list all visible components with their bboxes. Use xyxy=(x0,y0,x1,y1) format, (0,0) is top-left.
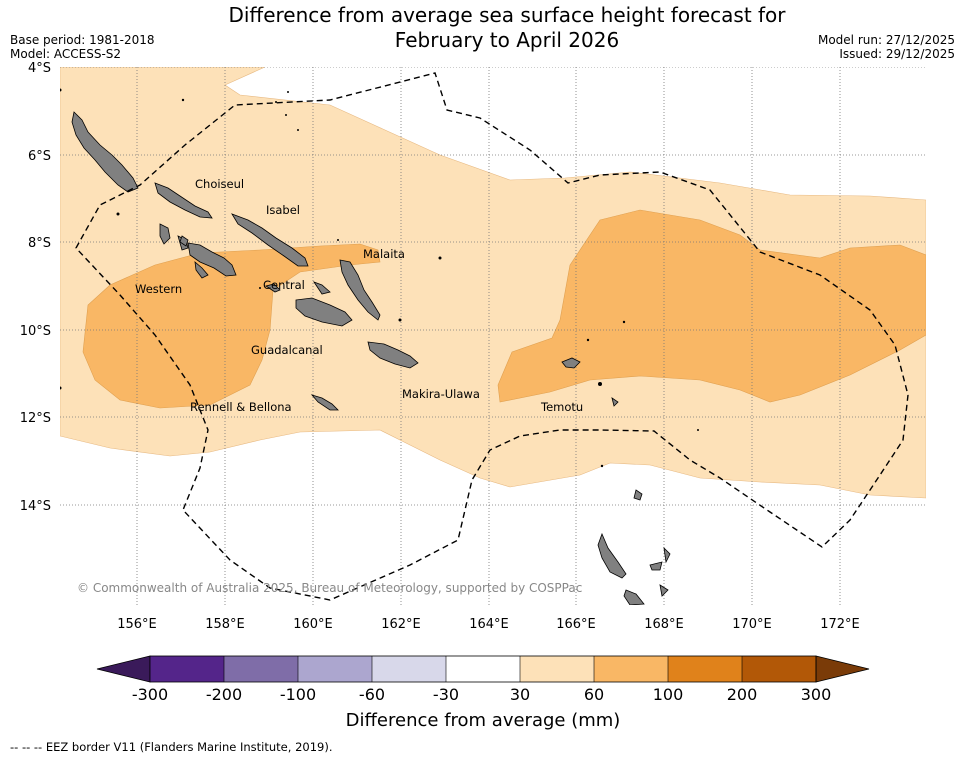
lon-label-156e: 156°E xyxy=(117,617,157,632)
lon-label-162e: 162°E xyxy=(381,617,421,632)
label-choiseul: Choiseul xyxy=(195,177,244,191)
eez-legend-note: -- -- -- EEZ border V11 (Flanders Marine… xyxy=(10,740,333,754)
latitude-labels: 4°S 6°S 8°S 10°S 12°S 14°S xyxy=(20,61,51,514)
lon-label-158e: 158°E xyxy=(205,617,245,632)
colorbar-outline xyxy=(149,655,817,683)
colorbar: -300 -200 -100 -60 -30 30 60 100 200 300… xyxy=(96,655,870,731)
contour-30-60 xyxy=(60,67,926,499)
colorbar-bin-9 xyxy=(742,656,816,682)
lon-label-168e: 168°E xyxy=(644,617,684,632)
eez-border xyxy=(75,72,909,601)
colorbar-tick: 30 xyxy=(510,685,530,704)
label-guadalcanal: Guadalcanal xyxy=(251,343,323,357)
colorbar-tick: 200 xyxy=(727,685,758,704)
model-run: Model run: 27/12/2025 xyxy=(817,33,955,47)
colorbar-tick: -300 xyxy=(132,685,168,704)
colorbar-tick: -30 xyxy=(433,685,459,704)
island-new-georgia xyxy=(187,242,237,277)
lon-label-170e: 170°E xyxy=(732,617,772,632)
island-vella xyxy=(159,223,171,245)
lon-label-164e: 164°E xyxy=(469,617,509,632)
colorbar-tick: -60 xyxy=(359,685,385,704)
copyright-notice: © Commonwealth of Australia 2025, Bureau… xyxy=(77,581,582,595)
label-isabel: Isabel xyxy=(266,203,300,217)
base-period: Base period: 1981-2018 xyxy=(10,33,155,47)
island-vanuatu-small4 xyxy=(659,584,669,597)
colorbar-tick: 300 xyxy=(801,685,832,704)
island-florida xyxy=(265,283,281,293)
province-labels: Choiseul Isabel Malaita Western Central … xyxy=(135,177,583,414)
meta-right: Model run: 27/12/2025 Issued: 29/12/2025 xyxy=(818,33,955,61)
lon-label-166e: 166°E xyxy=(556,617,596,632)
label-temotu: Temotu xyxy=(540,400,583,414)
lat-label-14s: 14°S xyxy=(20,499,51,514)
label-malaita: Malaita xyxy=(363,247,405,261)
lat-label-10s: 10°S xyxy=(20,324,51,339)
lat-label-6s: 6°S xyxy=(28,149,51,164)
lon-label-172e: 172°E xyxy=(820,617,860,632)
island-small-b xyxy=(179,235,189,247)
colorbar-tick: 60 xyxy=(584,685,604,704)
label-central: Central xyxy=(263,278,305,292)
title-line-1: Difference from average sea surface heig… xyxy=(228,3,786,27)
meta-left: Base period: 1981-2018 Model: ACCESS-S2 xyxy=(10,33,155,61)
colorbar-extend-high xyxy=(815,655,870,683)
chart-title: Difference from average sea surface heig… xyxy=(0,3,965,53)
lat-label-8s: 8°S xyxy=(28,236,51,251)
label-makira-ulawa: Makira-Ulawa xyxy=(402,387,480,401)
island-vanuatu-small2 xyxy=(663,546,671,564)
island-vanuatu-santo xyxy=(597,532,627,579)
island-rennell xyxy=(310,394,339,411)
model-name: Model: ACCESS-S2 xyxy=(10,47,122,61)
issued-date: Issued: 29/12/2025 xyxy=(839,47,955,61)
island-guadalcanal xyxy=(295,297,353,327)
island-choiseul xyxy=(154,182,213,219)
title-line-2: February to April 2026 xyxy=(394,28,620,52)
contour-60-100-east xyxy=(497,209,926,403)
colorbar-bin-6 xyxy=(520,656,594,682)
island-russell xyxy=(312,281,331,295)
island-bougainville xyxy=(71,111,139,193)
island-vanuatu-small1 xyxy=(649,561,663,571)
island-makira xyxy=(367,341,419,369)
island-santa-cruz xyxy=(561,357,581,369)
colorbar-bin-5 xyxy=(446,656,520,682)
colorbar-label: Difference from average (mm) xyxy=(346,710,621,731)
colorbar-separators xyxy=(223,656,743,682)
colorbar-tick: -100 xyxy=(280,685,316,704)
island-vanuatu-malekula xyxy=(623,589,645,605)
map-area: Choiseul Isabel Malaita Western Central … xyxy=(60,67,926,605)
lat-label-4s: 4°S xyxy=(28,61,51,76)
island-malaita xyxy=(339,259,381,321)
colorbar-bin-4 xyxy=(372,656,446,682)
island-isabel xyxy=(231,213,309,267)
colorbar-ticks: -300 -200 -100 -60 -30 30 60 100 200 300 xyxy=(132,685,831,704)
colorbar-bin-8 xyxy=(668,656,742,682)
lon-label-160e: 160°E xyxy=(293,617,333,632)
colorbar-tick: -200 xyxy=(206,685,242,704)
colorbar-tick: 100 xyxy=(653,685,684,704)
label-western: Western xyxy=(135,282,182,296)
lat-label-12s: 12°S xyxy=(20,411,51,426)
colorbar-bin-1 xyxy=(150,656,224,682)
land-masses xyxy=(71,111,671,605)
island-small-a xyxy=(194,261,209,279)
colorbar-bin-3 xyxy=(298,656,372,682)
colorbar-extend-low xyxy=(96,655,151,683)
colorbar-bin-2 xyxy=(224,656,298,682)
longitude-labels: 156°E 158°E 160°E 162°E 164°E 166°E 168°… xyxy=(117,617,860,632)
island-torres xyxy=(611,397,619,407)
island-vanuatu-small3 xyxy=(633,489,643,501)
label-rennell-bellona: Rennell & Bellona xyxy=(190,400,292,414)
map-grid xyxy=(60,67,926,605)
colorbar-bin-7 xyxy=(594,656,668,682)
small-islets xyxy=(60,88,699,468)
